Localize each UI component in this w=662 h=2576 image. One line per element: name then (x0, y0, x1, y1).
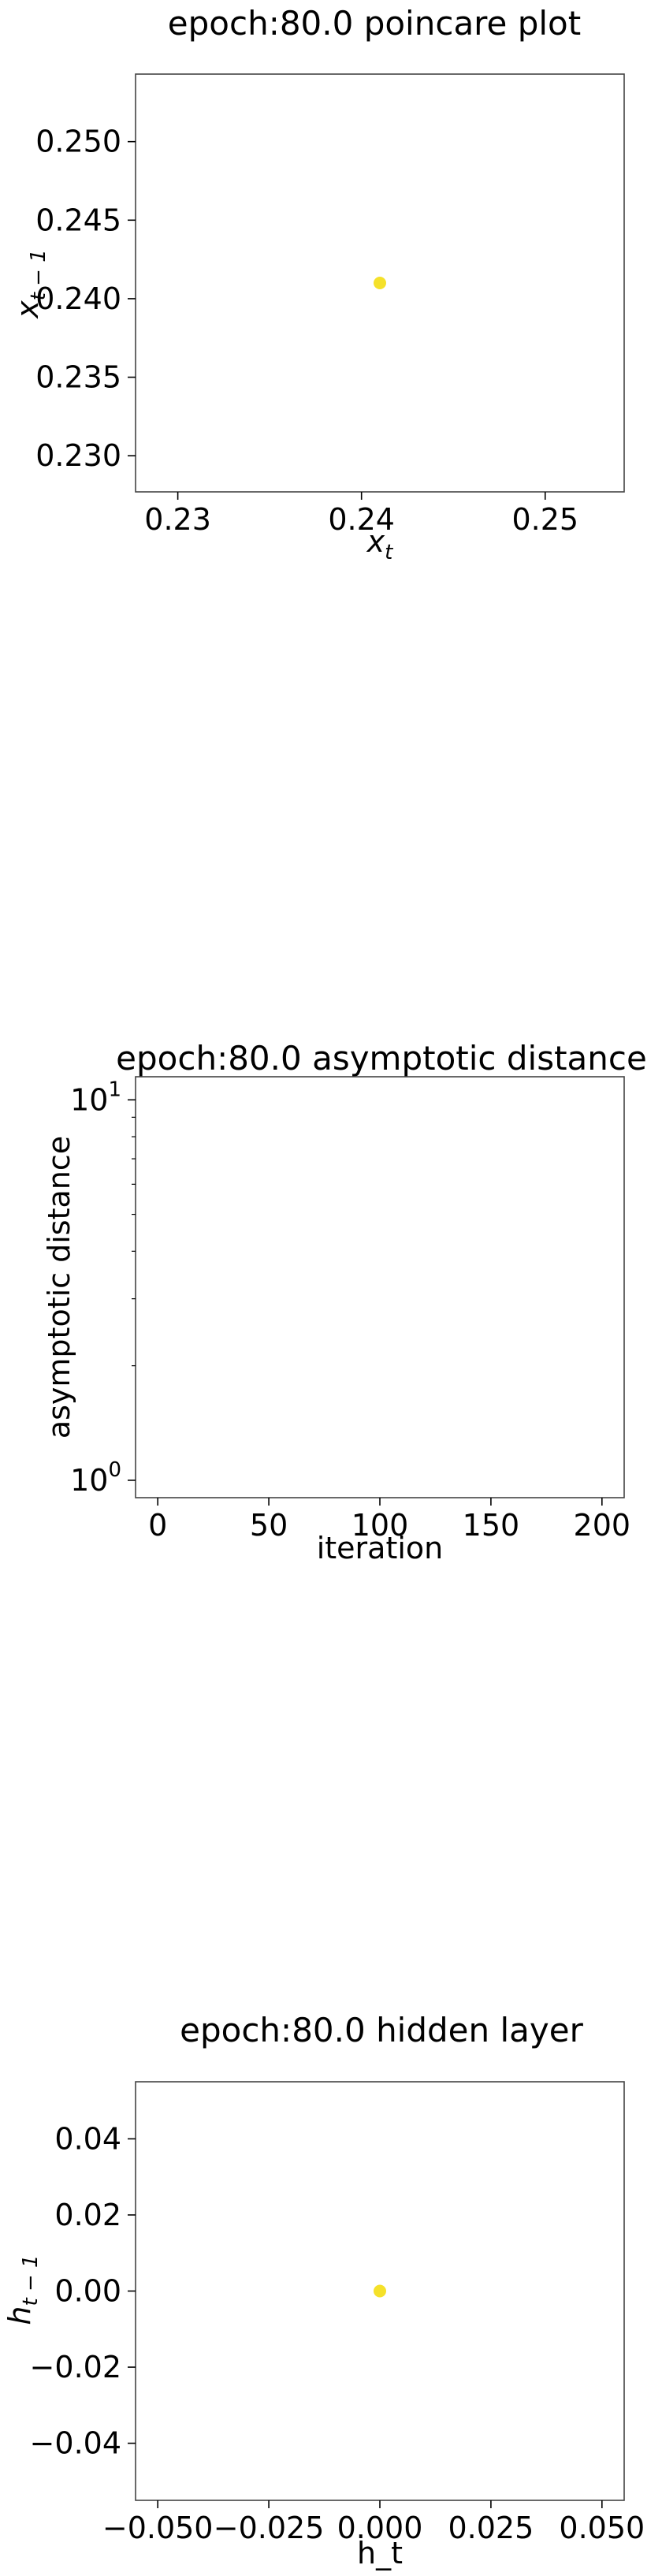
hidden-layer-y-tick-label: 0.02 (54, 2198, 121, 2232)
hidden-layer-x-label: h_t (357, 2536, 403, 2570)
poincare-x-tick-label: 0.24 (328, 502, 395, 537)
poincare-y-tick-label: 0.245 (35, 203, 121, 237)
hidden-layer-y-tick-label: −0.02 (30, 2350, 121, 2384)
poincare-y-tick-label: 0.235 (35, 360, 121, 395)
poincare-x-tick-label: 0.23 (144, 502, 211, 537)
poincare-y-label-sub: t − 1 (27, 249, 50, 300)
asymptotic-x-tick-label: 0 (148, 1508, 167, 1543)
asymptotic-x-tick-label: 100 (351, 1508, 409, 1543)
asymptotic-x-ticks: 0 50 100 150 200 (148, 1498, 630, 1543)
hidden-layer-x-tick-label: 0.050 (559, 2511, 645, 2545)
hidden-layer-point (374, 2284, 386, 2298)
asymptotic-y-tick-label: 100 (70, 1458, 121, 1498)
poincare-x-label: xt (366, 524, 394, 564)
hidden-layer-x-tick-label: −0.050 (102, 2511, 214, 2545)
poincare-x-label-sub: t (385, 541, 393, 564)
hidden-layer-y-label-base: h (2, 2306, 37, 2325)
asymptotic-y-ticks: 100 101 (70, 1078, 136, 1498)
asymptotic-x-tick-label: 150 (463, 1508, 520, 1543)
hidden-layer-x-ticks: −0.050 −0.025 0.000 0.025 0.050 (102, 2500, 645, 2545)
poincare-y-label-base: x (10, 300, 45, 319)
hidden-layer-y-ticks: −0.04 −0.02 0.00 0.02 0.04 (30, 2121, 136, 2461)
asymptotic-plot-area (135, 1076, 625, 1498)
poincare-title: epoch:80.0 poincare plot (168, 4, 581, 43)
asymptotic-minor-ticks (132, 1116, 136, 1367)
poincare-chart: epoch:80.0 poincare plot 0.23 0.24 0.25 0.… (10, 4, 625, 564)
poincare-y-ticks: 0.230 0.235 0.240 0.245 0.250 (35, 125, 136, 473)
poincare-point (374, 277, 386, 289)
poincare-x-tick-label: 0.25 (511, 502, 578, 537)
hidden-layer-y-tick-label: 0.04 (54, 2121, 121, 2156)
hidden-layer-y-tick-label: −0.04 (30, 2426, 121, 2461)
poincare-y-tick-label: 0.240 (35, 281, 121, 316)
poincare-points (374, 277, 386, 289)
poincare-x-label-base: x (366, 524, 385, 559)
asymptotic-x-label: iteration (317, 1531, 444, 1565)
asymptotic-y-tick-label: 101 (70, 1078, 121, 1117)
asymptotic-y-label: asymptotic distance (42, 1136, 76, 1439)
asymptotic-title: epoch:80.0 asymptotic distance (116, 1039, 647, 1078)
poincare-y-tick-label: 0.230 (35, 438, 121, 473)
poincare-x-ticks: 0.23 0.24 0.25 (144, 492, 578, 537)
poincare-y-tick-label: 0.250 (35, 125, 121, 159)
asymptotic-chart: epoch:80.0 asymptotic distance 0 50 100 150… (42, 1039, 647, 1565)
hidden-layer-x-tick-label: 0.000 (337, 2511, 423, 2545)
poincare-y-label: xt − 1 (10, 249, 50, 319)
hidden-layer-y-tick-label: 0.00 (54, 2274, 121, 2309)
hidden-layer-title: epoch:80.0 hidden layer (180, 2011, 583, 2049)
hidden-layer-chart: epoch:80.0 hidden layer −0.050 −0.025 0.00… (2, 2011, 645, 2570)
hidden-layer-x-tick-label: 0.025 (448, 2511, 534, 2545)
hidden-layer-y-label: ht − 1 (2, 2254, 43, 2325)
hidden-layer-y-label-sub: t − 1 (19, 2254, 43, 2306)
hidden-layer-x-tick-label: −0.025 (214, 2511, 325, 2545)
asymptotic-x-tick-label: 200 (574, 1508, 631, 1543)
hidden-layer-points (374, 2284, 386, 2298)
asymptotic-x-tick-label: 50 (250, 1508, 288, 1543)
